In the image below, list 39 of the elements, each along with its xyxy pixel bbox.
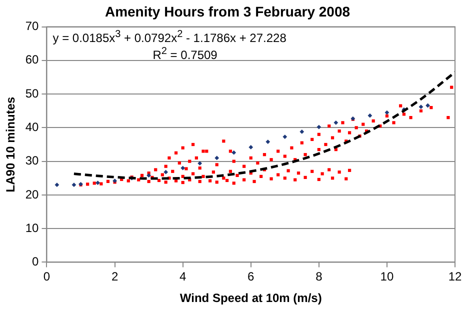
point — [418, 104, 424, 110]
point — [96, 180, 100, 186]
point — [266, 140, 270, 144]
y-tick-label: 50 — [25, 86, 40, 100]
point — [54, 182, 60, 188]
annotation: y = 0.0185x$^{3}$ + 0.0792x$^{2}$ - 1.1786x + 27.228 — [52, 28, 286, 45]
point — [248, 144, 254, 150]
point — [316, 124, 322, 130]
y-tick-label: 20 — [25, 187, 40, 202]
point — [334, 120, 338, 125]
point — [232, 150, 236, 155]
y-tick-label: 10 — [25, 220, 40, 235]
y-tick-label: 30 — [25, 154, 40, 168]
point — [300, 130, 304, 134]
x-tick-label: 10 — [380, 270, 394, 284]
y-axis-title: LA90 10 minutes — [4, 96, 18, 192]
point — [384, 110, 390, 115]
point — [368, 113, 372, 118]
point — [72, 182, 76, 188]
point — [180, 166, 186, 170]
x-tick-label: 6 — [248, 270, 255, 284]
point — [198, 161, 202, 166]
point — [282, 134, 288, 139]
line-series — [72, 70, 455, 180]
x-axis-title: Wind Speed at 10m (m/s) — [180, 291, 322, 306]
x-tick-label: 0 — [43, 270, 50, 284]
y-tick-label: 40 — [25, 120, 40, 134]
y-tick-label: 0 — [32, 254, 40, 269]
x-tick-label: 12 — [448, 270, 462, 284]
x-tick-label: 4 — [179, 270, 186, 284]
point — [214, 156, 220, 160]
annotation: R$^{2}$ = 0.7509 — [152, 46, 218, 62]
y-tick-label: 70 — [25, 19, 40, 34]
point — [164, 170, 168, 174]
point — [146, 173, 152, 178]
x-tick-label: 2 — [111, 270, 118, 284]
y-tick-label: 60 — [25, 52, 40, 67]
x-tick-label: 8 — [316, 270, 323, 284]
chart-title: Amenity Hours from 3 February 2008 — [104, 3, 350, 20]
